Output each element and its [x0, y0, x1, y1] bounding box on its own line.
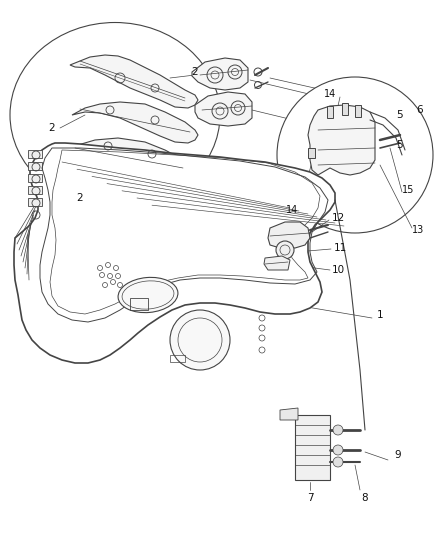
Text: 13: 13	[411, 225, 423, 235]
Polygon shape	[28, 150, 42, 158]
Polygon shape	[28, 186, 42, 194]
Text: 11: 11	[332, 243, 346, 253]
Ellipse shape	[118, 277, 177, 313]
Polygon shape	[65, 138, 187, 178]
Circle shape	[170, 310, 230, 370]
Polygon shape	[279, 408, 297, 420]
Text: 14: 14	[323, 89, 336, 99]
Circle shape	[332, 445, 342, 455]
Text: 9: 9	[394, 450, 400, 460]
Polygon shape	[267, 222, 309, 248]
Circle shape	[332, 457, 342, 467]
Circle shape	[332, 425, 342, 435]
Polygon shape	[326, 106, 332, 118]
Text: 5: 5	[396, 110, 403, 120]
Polygon shape	[70, 55, 198, 108]
Text: 1: 1	[376, 310, 382, 320]
Text: 12: 12	[331, 213, 344, 223]
Polygon shape	[28, 162, 42, 170]
Polygon shape	[72, 102, 198, 143]
Circle shape	[276, 241, 293, 259]
Polygon shape	[354, 105, 360, 117]
Text: 14: 14	[285, 205, 297, 215]
Text: 8: 8	[361, 493, 367, 503]
Ellipse shape	[10, 22, 219, 207]
Text: 6: 6	[416, 105, 422, 115]
Text: 7: 7	[306, 493, 313, 503]
Polygon shape	[191, 58, 247, 90]
Polygon shape	[28, 174, 42, 182]
Polygon shape	[14, 143, 334, 363]
Text: 2: 2	[77, 193, 83, 203]
Text: 2: 2	[191, 67, 198, 77]
Circle shape	[276, 77, 432, 233]
Text: 15: 15	[401, 185, 413, 195]
Polygon shape	[341, 103, 347, 115]
Polygon shape	[28, 198, 42, 206]
Polygon shape	[294, 415, 329, 480]
Text: 2: 2	[49, 123, 55, 133]
Polygon shape	[307, 148, 314, 158]
Text: 5: 5	[396, 140, 403, 150]
Text: 10: 10	[331, 265, 344, 275]
Polygon shape	[194, 92, 251, 126]
Polygon shape	[307, 105, 374, 175]
Polygon shape	[263, 256, 290, 270]
